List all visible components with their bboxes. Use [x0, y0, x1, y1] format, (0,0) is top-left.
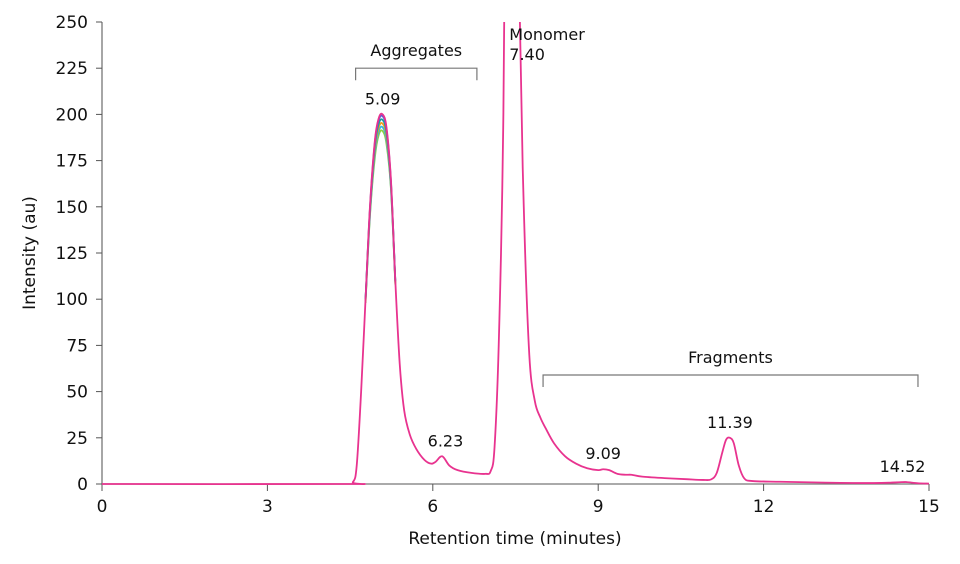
y-tick-label: 250 — [56, 13, 88, 33]
y-tick-label: 150 — [56, 198, 88, 218]
series-lines — [102, 22, 930, 485]
y-tick-label: 175 — [56, 152, 88, 172]
x-tick-label: 15 — [918, 497, 940, 517]
y-tick-label: 0 — [77, 475, 88, 495]
bracket — [542, 374, 919, 387]
peak-label: 14.52 — [880, 457, 926, 476]
monomer-label: Monomer — [509, 25, 585, 44]
y-tick-label: 100 — [56, 290, 88, 310]
y-tick-label: 50 — [66, 383, 88, 403]
x-tick-label: 12 — [753, 497, 775, 517]
peak-label: 11.39 — [707, 413, 753, 432]
peak-label: 9.09 — [585, 444, 621, 463]
y-tick-label: 225 — [56, 59, 88, 79]
y-tick-label: 75 — [66, 336, 88, 356]
bracket-label: Fragments — [688, 348, 773, 367]
x-axis-label: Retention time (minutes) — [408, 529, 621, 549]
peak-label: 5.09 — [365, 89, 401, 108]
y-tick-label: 25 — [66, 429, 88, 449]
series-line — [102, 22, 930, 485]
y-tick-label: 125 — [56, 244, 88, 264]
peak-label: 6.23 — [428, 431, 464, 450]
monomer-retention-label: 7.40 — [509, 45, 545, 64]
x-tick-label: 0 — [97, 497, 108, 517]
x-tick-label: 9 — [593, 497, 604, 517]
bracket — [355, 67, 478, 81]
x-tick-label: 6 — [427, 497, 438, 517]
y-tick-label: 200 — [56, 105, 88, 125]
y-axis-label: Intensity (au) — [20, 196, 40, 310]
x-tick-label: 3 — [262, 497, 273, 517]
bracket-label: Aggregates — [370, 41, 462, 60]
